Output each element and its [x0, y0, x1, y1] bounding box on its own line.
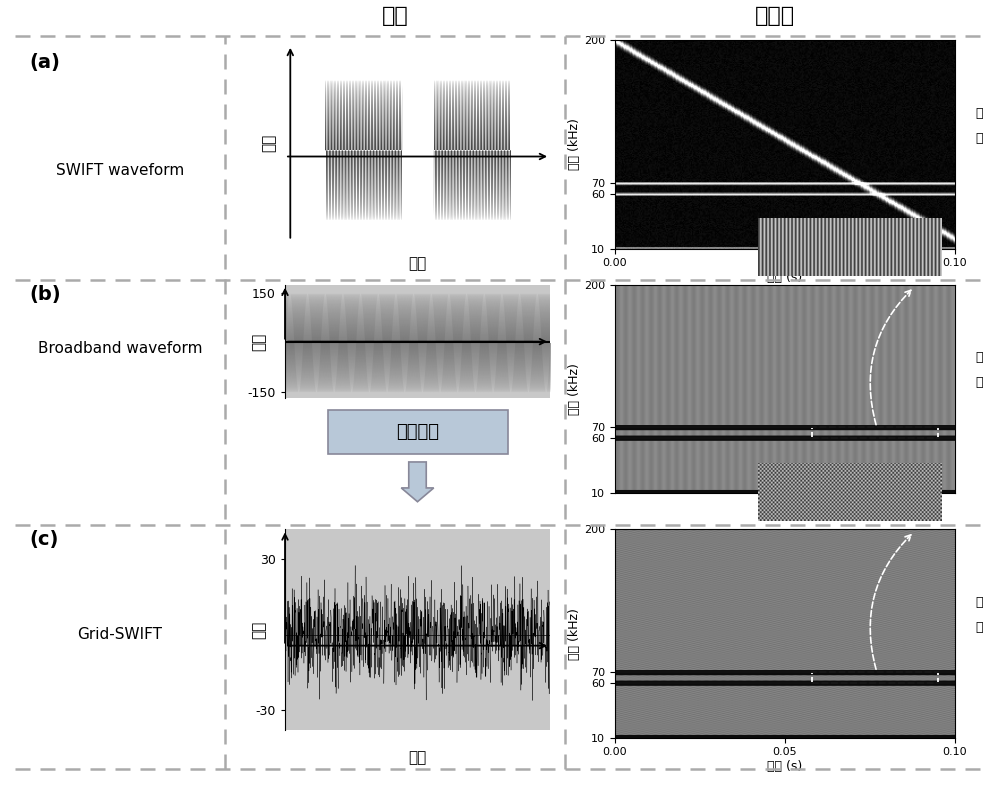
Text: 窗: 窗: [975, 596, 983, 609]
X-axis label: 时间 (s): 时间 (s): [767, 761, 803, 773]
Text: 时间: 时间: [408, 750, 427, 765]
Bar: [812, 428, 938, 439]
Y-axis label: 频率 (kHz): 频率 (kHz): [568, 363, 581, 415]
Text: 时频域: 时频域: [755, 6, 795, 26]
Text: (a): (a): [30, 53, 61, 72]
Text: 口: 口: [975, 132, 983, 144]
Text: 口: 口: [975, 621, 983, 634]
Text: 窗: 窗: [975, 351, 983, 365]
Text: 幅度: 幅度: [262, 133, 277, 152]
Text: 窗: 窗: [975, 107, 983, 120]
X-axis label: 时间 (s): 时间 (s): [767, 271, 803, 284]
Text: 相位调制: 相位调制: [396, 423, 439, 441]
Text: Grid-SWIFT: Grid-SWIFT: [78, 627, 162, 642]
Bar: [812, 672, 938, 683]
Text: 时域: 时域: [382, 6, 408, 26]
Y-axis label: 频率 (kHz): 频率 (kHz): [568, 118, 581, 170]
Text: 时间: 时间: [408, 256, 427, 271]
FancyArrow shape: [401, 462, 434, 502]
Text: (b): (b): [30, 285, 61, 304]
Y-axis label: 频率 (kHz): 频率 (kHz): [568, 608, 581, 660]
Text: SWIFT waveform: SWIFT waveform: [56, 163, 184, 178]
Text: Broadband waveform: Broadband waveform: [38, 341, 202, 356]
Text: 时间: 时间: [408, 412, 427, 427]
Text: 口: 口: [975, 376, 983, 389]
Text: 幅度: 幅度: [251, 332, 266, 351]
Text: (c): (c): [30, 529, 59, 548]
Text: 幅度: 幅度: [251, 620, 266, 639]
